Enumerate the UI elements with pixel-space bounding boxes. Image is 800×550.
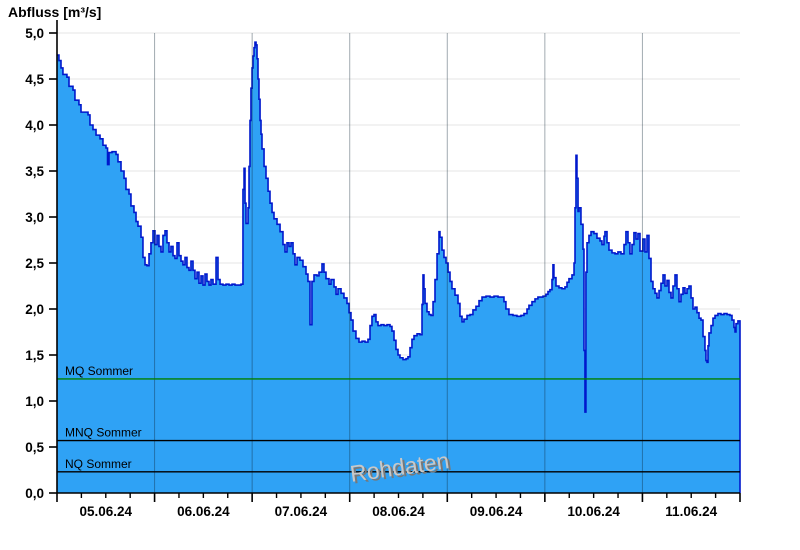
y-tick-label: 5,0 [25, 26, 44, 41]
y-tick-label: 1,5 [25, 348, 44, 363]
x-tick-label: 11.06.24 [665, 504, 717, 519]
y-tick-label: 3,0 [25, 210, 44, 225]
x-tick-label: 05.06.24 [80, 504, 133, 519]
y-tick-label: 2,0 [25, 302, 44, 317]
y-tick-label: 0,0 [25, 486, 44, 501]
reference-line-label-1: MNQ Sommer [65, 426, 142, 440]
x-tick-label: 08.06.24 [372, 504, 425, 519]
x-tick-label: 06.06.24 [177, 504, 230, 519]
x-tick-label: 07.06.24 [275, 504, 328, 519]
discharge-line [57, 41, 741, 493]
y-tick-label: 0,5 [25, 440, 44, 455]
y-tick-label: 3,5 [25, 164, 44, 179]
discharge-area [57, 42, 740, 493]
reference-line-label-0: MQ Sommer [65, 364, 133, 378]
y-tick-label: 1,0 [25, 394, 44, 409]
x-tick-label: 09.06.24 [470, 504, 523, 519]
x-tick-label: 10.06.24 [567, 504, 620, 519]
y-tick-label: 4,5 [25, 72, 44, 87]
y-tick-label: 4,0 [25, 118, 44, 133]
chart-title: Abfluss [m³/s] [8, 4, 102, 20]
reference-line-label-2: NQ Sommer [65, 457, 132, 471]
y-tick-label: 2,5 [25, 256, 44, 271]
